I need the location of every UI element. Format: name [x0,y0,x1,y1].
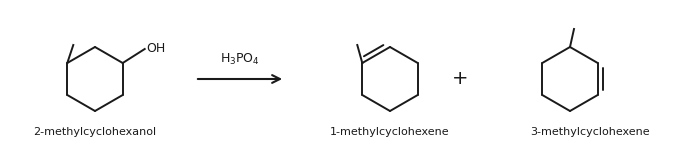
Text: 1-methylcyclohexene: 1-methylcyclohexene [330,127,450,137]
Text: +: + [452,70,468,88]
Text: 2-methylcyclohexanol: 2-methylcyclohexanol [34,127,157,137]
Text: H$_3$PO$_4$: H$_3$PO$_4$ [220,52,260,67]
Text: 3-methylcyclohexene: 3-methylcyclohexene [530,127,650,137]
Text: OH: OH [147,42,166,56]
